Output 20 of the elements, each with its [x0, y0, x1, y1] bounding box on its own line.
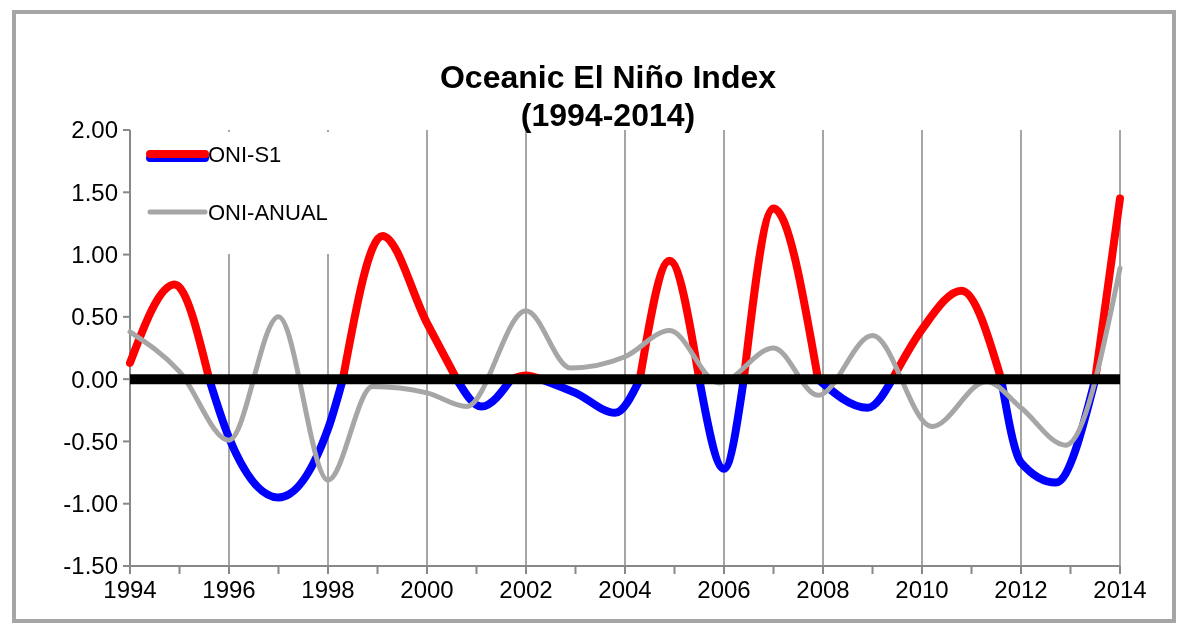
x-tick-label: 2010	[895, 576, 949, 603]
chart-title: Oceanic El Niño Index (1994-2014)	[439, 59, 777, 133]
x-tick-label: 1998	[301, 576, 355, 603]
y-tick-label: 0.50	[71, 303, 118, 331]
y-tick-label: 1.00	[71, 240, 118, 268]
y-tick-label: 2.00	[71, 116, 118, 144]
y-tick-label: 0.00	[71, 365, 118, 393]
x-tick-label: 2004	[598, 576, 652, 603]
x-tick-label: 2014	[1093, 576, 1147, 603]
legend-label: ONI-ANUAL	[208, 199, 328, 225]
x-tick-label: 1996	[202, 576, 256, 603]
y-tick-label: 1.50	[71, 178, 118, 206]
x-tick-label: 2000	[400, 576, 454, 603]
y-tick-label: -0.50	[63, 427, 118, 455]
y-tick-label: -1.00	[63, 490, 118, 518]
x-tick-label: 2002	[499, 576, 553, 603]
legend-label: ONI-S1	[208, 141, 282, 167]
x-tick-label: 2012	[994, 576, 1048, 603]
x-tick-label: 2006	[697, 576, 751, 603]
x-tick-label: 2008	[796, 576, 850, 603]
